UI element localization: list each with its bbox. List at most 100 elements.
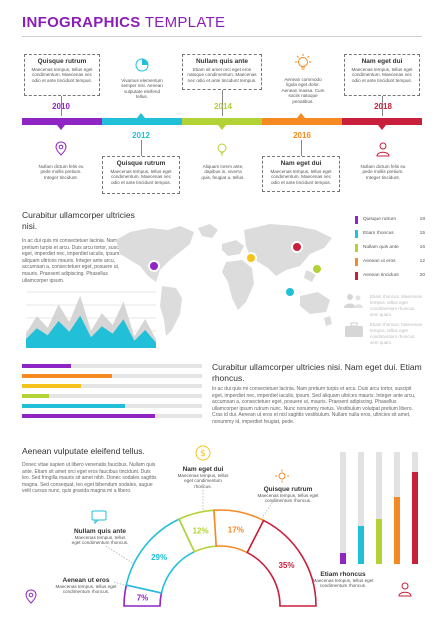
legend-value: 15	[419, 231, 425, 236]
person-icon	[374, 140, 392, 158]
legend-label: Aenean tincidunt	[363, 273, 399, 278]
box-text: Maecenas tempus, tellus eget condimentum…	[31, 67, 93, 83]
title-light: TEMPLATE	[144, 14, 226, 31]
map-marker[interactable]	[245, 252, 257, 264]
map-pin-icon	[52, 140, 70, 158]
user-icon	[396, 580, 414, 598]
gauge-label: 17%	[228, 526, 244, 535]
legend-item: Quisque rutrum 18	[355, 214, 425, 226]
legend-item: Aenean ut eros 12	[355, 256, 425, 268]
legend-swatch	[355, 216, 358, 224]
box-title: Nullam quis ante	[195, 58, 248, 65]
timeline-segment	[182, 118, 262, 125]
vertical-bar-track	[394, 452, 400, 564]
gauge-label: 12%	[193, 526, 209, 535]
progress-bar-track	[22, 364, 202, 368]
dollar-icon: $	[194, 444, 212, 462]
legend-label: Etiam rhoncus	[363, 231, 394, 236]
map-marker[interactable]	[311, 263, 323, 275]
vertical-bar-fill	[394, 496, 400, 564]
gauge-label: 35%	[278, 561, 294, 570]
gauge-callout-nam: Nam eget dui Maecenas tempus, tellus ege…	[176, 466, 230, 489]
box-text: Maecenas tempus, tellus eget condimentum…	[270, 169, 332, 185]
timeline-segment	[262, 118, 342, 125]
map-marker[interactable]	[291, 241, 303, 253]
light-icon	[213, 140, 231, 158]
legend-item: Nullam quis ante 16	[355, 242, 425, 254]
timeline-pointers-up	[137, 113, 305, 118]
progress-bar-fill	[22, 384, 82, 388]
gauge-label: 7%	[137, 593, 149, 602]
year-label: 2016	[293, 131, 311, 140]
callout-text: Maecenas tempus, tellus eget condimentum…	[71, 535, 129, 546]
progress-bar-fill	[22, 374, 112, 378]
box-title: Quisque rutrum	[37, 58, 87, 65]
vertical-bar-fill	[340, 552, 346, 564]
timeline-segment	[342, 118, 422, 125]
legend-label: Quisque rutrum	[363, 217, 397, 222]
vertical-bar-fill	[412, 472, 418, 564]
icon-caption: Nullam dictum felis eu pede mollis preti…	[38, 164, 84, 180]
icon-caption: Vivamus elementum semper nisi. Aenean vu…	[121, 78, 163, 100]
connector	[222, 90, 223, 116]
svg-text:$: $	[200, 449, 206, 459]
map-marker[interactable]	[148, 260, 160, 272]
gauge-segment	[246, 519, 317, 607]
gauge-label: 29%	[151, 553, 167, 562]
legend-label: Nullam quis ante	[363, 245, 399, 250]
map-marker[interactable]	[284, 286, 296, 298]
progress-bar-fill	[22, 404, 125, 408]
area-chart	[26, 291, 156, 348]
bars-section-paragraph: In ac dui quis mi consectetuer lacinia. …	[212, 386, 416, 425]
location-icon	[22, 588, 40, 606]
gauge-chart: 7% 29% 12% 17% 35%	[123, 509, 317, 607]
bottom-section-heading: Aenean vulputate eleifend tellus.	[22, 446, 145, 456]
chat-icon	[90, 508, 108, 526]
timeline-box-2016: Nam eget dui Maecenas tempus, tellus ege…	[262, 156, 340, 192]
progress-bar-track	[22, 394, 202, 398]
year-label: 2014	[214, 102, 232, 111]
timeline-box-2014: Nullam quis ante Etiam sit amet orci ege…	[182, 54, 262, 90]
callout-title: Nam eget dui	[182, 466, 224, 473]
pie-icon	[131, 54, 153, 76]
timeline-segment	[22, 118, 102, 125]
callout-text: Maecenas tempus, tellus eget condimentum…	[312, 578, 374, 589]
progress-bar-fill	[22, 364, 71, 368]
box-text: Maecenas tempus, tellus eget condimentum…	[351, 67, 413, 83]
box-text: Maecenas tempus, tellus eget condimentum…	[110, 169, 172, 185]
legend-item: Etiam rhoncus 15	[355, 228, 425, 240]
callout-text: Maecenas tempus, tellus eget condimentum…	[55, 584, 117, 595]
connector	[141, 140, 142, 156]
callout-title: Quisque rutrum	[263, 486, 313, 493]
sun-icon	[272, 469, 292, 483]
legend-swatch	[355, 272, 358, 280]
progress-bar-track	[22, 374, 202, 378]
vertical-bar-track	[412, 452, 418, 564]
icon-caption: Nullam dictum felis eu pede mollis preti…	[360, 164, 406, 180]
bars-section-heading: Curabitur ullamcorper ultricies nisi. Na…	[212, 362, 422, 383]
callout-text: Maecenas tempus, tellus eget condimentum…	[257, 493, 319, 504]
legend-value: 16	[419, 245, 425, 250]
info-text: Etiam rhoncus. Maecenas tempus, tellus e…	[370, 322, 423, 345]
timeline-box-2018: Nam eget dui Maecenas tempus, tellus ege…	[344, 54, 420, 96]
legend-value: 12	[419, 259, 425, 264]
bottom-section-paragraph: Donec vitae sapien ut libero venenatis f…	[22, 462, 157, 495]
progress-bar-track	[22, 414, 202, 418]
vertical-bar-fill	[358, 525, 364, 564]
gauge-callout-etiam: Etiam rhoncus Maecenas tempus, tellus eg…	[308, 571, 378, 589]
gauge-callout-aenean: Aenean ut eros Maecenas tempus, tellus e…	[54, 577, 118, 595]
page-title: INFOGRAPHICS TEMPLATE	[22, 14, 225, 31]
box-title: Nam eget dui	[280, 160, 322, 167]
progress-bars	[22, 360, 208, 428]
timeline-pointers	[57, 125, 386, 130]
progress-bar-fill	[22, 414, 156, 418]
title-divider	[22, 36, 422, 37]
connector	[382, 96, 383, 116]
year-label: 2010	[52, 102, 70, 111]
lightbulb-icon	[292, 52, 314, 74]
vertical-bar-fill	[376, 519, 382, 564]
gauge-callout-quisque: Quisque rutrum Maecenas tempus, tellus e…	[256, 486, 320, 504]
callout-title: Nullam quis ante	[73, 528, 126, 535]
map-section-heading: Curabitur ullamcorper ultricies nisi.	[22, 210, 135, 231]
legend-value: 20	[419, 273, 425, 278]
